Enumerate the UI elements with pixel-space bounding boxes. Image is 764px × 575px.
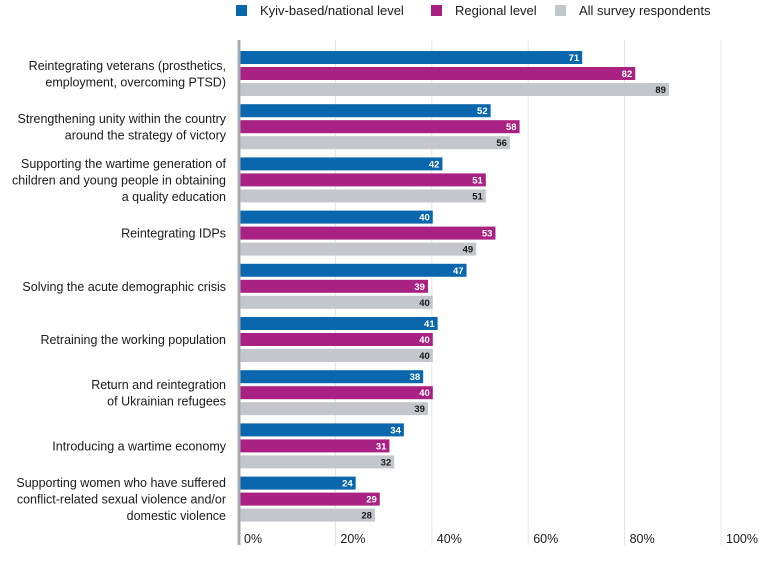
x-tick-label: 80% <box>630 532 655 546</box>
bar-value-label: 40 <box>419 335 430 346</box>
bar-value-label: 82 <box>622 69 633 80</box>
bar-value-label: 47 <box>453 266 464 277</box>
bar <box>240 120 520 134</box>
bar <box>240 157 443 171</box>
bar <box>240 402 428 416</box>
category-label-line: employment, overcoming PTSD) <box>45 75 226 89</box>
bar-value-label: 41 <box>424 319 435 330</box>
legend-item: Regional level <box>431 3 537 18</box>
category-label: Strengthening unity within the country ar… <box>18 112 227 143</box>
legend-swatch <box>431 5 442 16</box>
bar-value-label: 34 <box>390 425 401 436</box>
x-tick-label: 60% <box>533 532 558 546</box>
category-label: Return and reintegration of Ukrainian ref… <box>91 378 226 409</box>
x-axis-ticks: 0% 20% 40% 60% 80% 100% <box>244 532 758 546</box>
bar-value-label: 40 <box>419 213 430 224</box>
category-label-line: Reintegrating veterans (prosthetics, <box>29 59 226 73</box>
legend-label: All survey respondents <box>579 3 711 18</box>
bar <box>240 173 486 187</box>
bar-value-label: 24 <box>342 479 353 490</box>
bar <box>240 439 390 453</box>
category-label: Reintegrating IDPs <box>121 227 226 241</box>
legend-item: Kyiv-based/national level <box>236 3 404 18</box>
bar-value-label: 40 <box>419 298 430 309</box>
category-label-line: Return and reintegration <box>91 378 226 392</box>
bar-value-label: 51 <box>472 191 483 202</box>
bar <box>240 51 583 64</box>
bar <box>240 242 477 256</box>
bar <box>240 370 424 384</box>
bar-value-label: 56 <box>496 138 507 149</box>
category-label-line: around the strategy of victory <box>65 128 227 142</box>
category-label-line: Reintegrating IDPs <box>121 227 226 241</box>
bar-value-label: 58 <box>506 122 517 133</box>
bar <box>240 226 496 240</box>
bar-value-label: 32 <box>381 457 392 468</box>
bar <box>240 83 669 96</box>
legend-swatch <box>236 5 247 16</box>
category-label: Introducing a wartime economy <box>52 439 226 453</box>
bar <box>240 136 510 150</box>
x-tick-label: 20% <box>340 532 365 546</box>
bar <box>240 317 438 330</box>
bars: 71 82 89 52 58 56 42 51 51 40 53 49 47 39 40 41 40 40 38 40… <box>240 51 669 522</box>
bar-value-label: 42 <box>429 159 440 170</box>
bar-value-label: 29 <box>366 495 377 506</box>
legend-item: All survey respondents <box>555 3 711 18</box>
x-tick-label: 40% <box>437 532 462 546</box>
bar <box>240 295 433 309</box>
category-label-line: Supporting the wartime generation of <box>21 157 227 171</box>
bar-value-label: 51 <box>472 175 483 186</box>
bar <box>240 492 380 506</box>
bar <box>240 455 395 469</box>
category-label-line: Strengthening unity within the country <box>18 112 227 126</box>
category-label-line: conflict-related sexual violence and/or <box>17 493 226 507</box>
bar-value-label: 52 <box>477 106 488 117</box>
category-label: Retraining the working population <box>40 333 226 347</box>
category-label: Reintegrating veterans (prosthetics, empl… <box>29 59 226 90</box>
bar <box>240 189 486 203</box>
bar-value-label: 39 <box>414 282 425 293</box>
category-label: Supporting women who have suffered confli… <box>16 476 226 523</box>
category-label-line: Supporting women who have suffered <box>16 476 226 490</box>
bar <box>240 333 433 346</box>
bar-value-label: 71 <box>569 53 580 64</box>
bar <box>240 423 404 437</box>
category-label-line: Solving the acute demographic crisis <box>22 280 226 294</box>
category-label-line: children and young people in obtaining <box>12 173 226 187</box>
bar <box>240 349 433 362</box>
bar <box>240 279 428 293</box>
category-label: Supporting the wartime generation of chil… <box>12 157 227 204</box>
category-label-line: of Ukrainian refugees <box>107 394 226 408</box>
bar-value-label: 31 <box>376 441 387 452</box>
legend-swatch <box>555 5 566 16</box>
bar <box>240 508 375 522</box>
category-label-line: a quality education <box>122 190 226 204</box>
bar-value-label: 53 <box>482 229 493 240</box>
bar-value-label: 28 <box>361 511 372 522</box>
legend: Kyiv-based/national level Regional level A… <box>236 3 711 18</box>
category-label-line: domestic violence <box>127 509 226 523</box>
legend-label: Kyiv-based/national level <box>260 3 404 18</box>
x-tick-label: 100% <box>726 532 758 546</box>
bar <box>240 67 636 80</box>
bar <box>240 104 491 118</box>
bar-value-label: 49 <box>463 245 474 256</box>
legend-label: Regional level <box>455 3 537 18</box>
bar <box>240 210 433 224</box>
category-label-line: Retraining the working population <box>40 333 226 347</box>
bar <box>240 476 356 490</box>
bar <box>240 263 467 277</box>
category-label: Solving the acute demographic crisis <box>22 280 226 294</box>
bar-value-label: 40 <box>419 388 430 399</box>
bar-value-label: 89 <box>655 85 666 96</box>
bar <box>240 386 433 400</box>
bar-value-label: 39 <box>414 404 425 415</box>
category-labels: Reintegrating veterans (prosthetics, empl… <box>12 59 227 523</box>
bar-value-label: 38 <box>410 372 421 383</box>
bar-value-label: 40 <box>419 351 430 362</box>
category-label-line: Introducing a wartime economy <box>52 439 226 453</box>
x-tick-label: 0% <box>244 532 262 546</box>
